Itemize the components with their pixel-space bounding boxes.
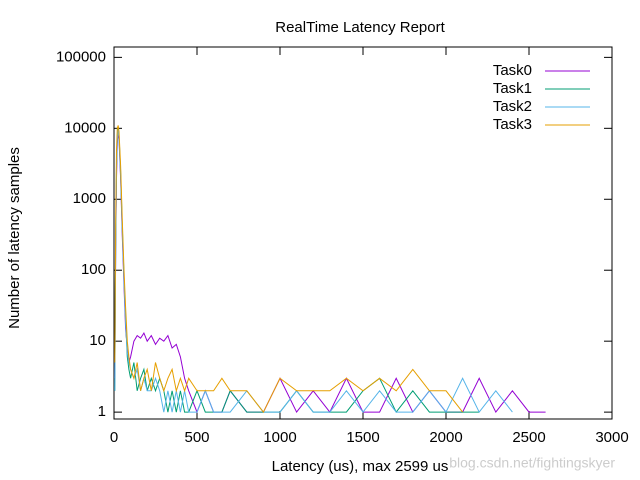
y-tick-label: 100000	[56, 48, 106, 65]
y-tick-label: 1000	[73, 190, 106, 207]
x-tick-label: 2000	[429, 429, 462, 446]
series-line	[114, 129, 513, 414]
legend-label: Task3	[493, 116, 532, 133]
legend-label: Task0	[493, 62, 532, 79]
y-axis-label: Number of latency samples	[6, 147, 23, 329]
y-tick-label: 100	[81, 261, 106, 278]
x-axis-label: Latency (us), max 2599 us	[272, 458, 449, 475]
x-tick-label: 0	[110, 429, 118, 446]
x-tick-label: 1500	[346, 429, 379, 446]
y-tick-label: 10	[89, 332, 106, 349]
x-tick-label: 1000	[263, 429, 296, 446]
watermark: blog.csdn.net/fightingskyer	[449, 455, 615, 471]
legend-label: Task1	[493, 80, 532, 97]
y-tick-label: 10000	[64, 119, 106, 136]
plot-frame	[113, 46, 613, 420]
legend-label: Task2	[493, 98, 532, 115]
series-line	[114, 128, 480, 414]
series-line	[114, 125, 463, 414]
x-tick-label: 2500	[512, 429, 545, 446]
series-line	[114, 131, 546, 414]
chart-title: RealTime Latency Report	[275, 19, 445, 36]
x-tick-label: 500	[184, 429, 209, 446]
x-tick-label: 3000	[595, 429, 628, 446]
y-tick-label: 1	[98, 403, 106, 420]
